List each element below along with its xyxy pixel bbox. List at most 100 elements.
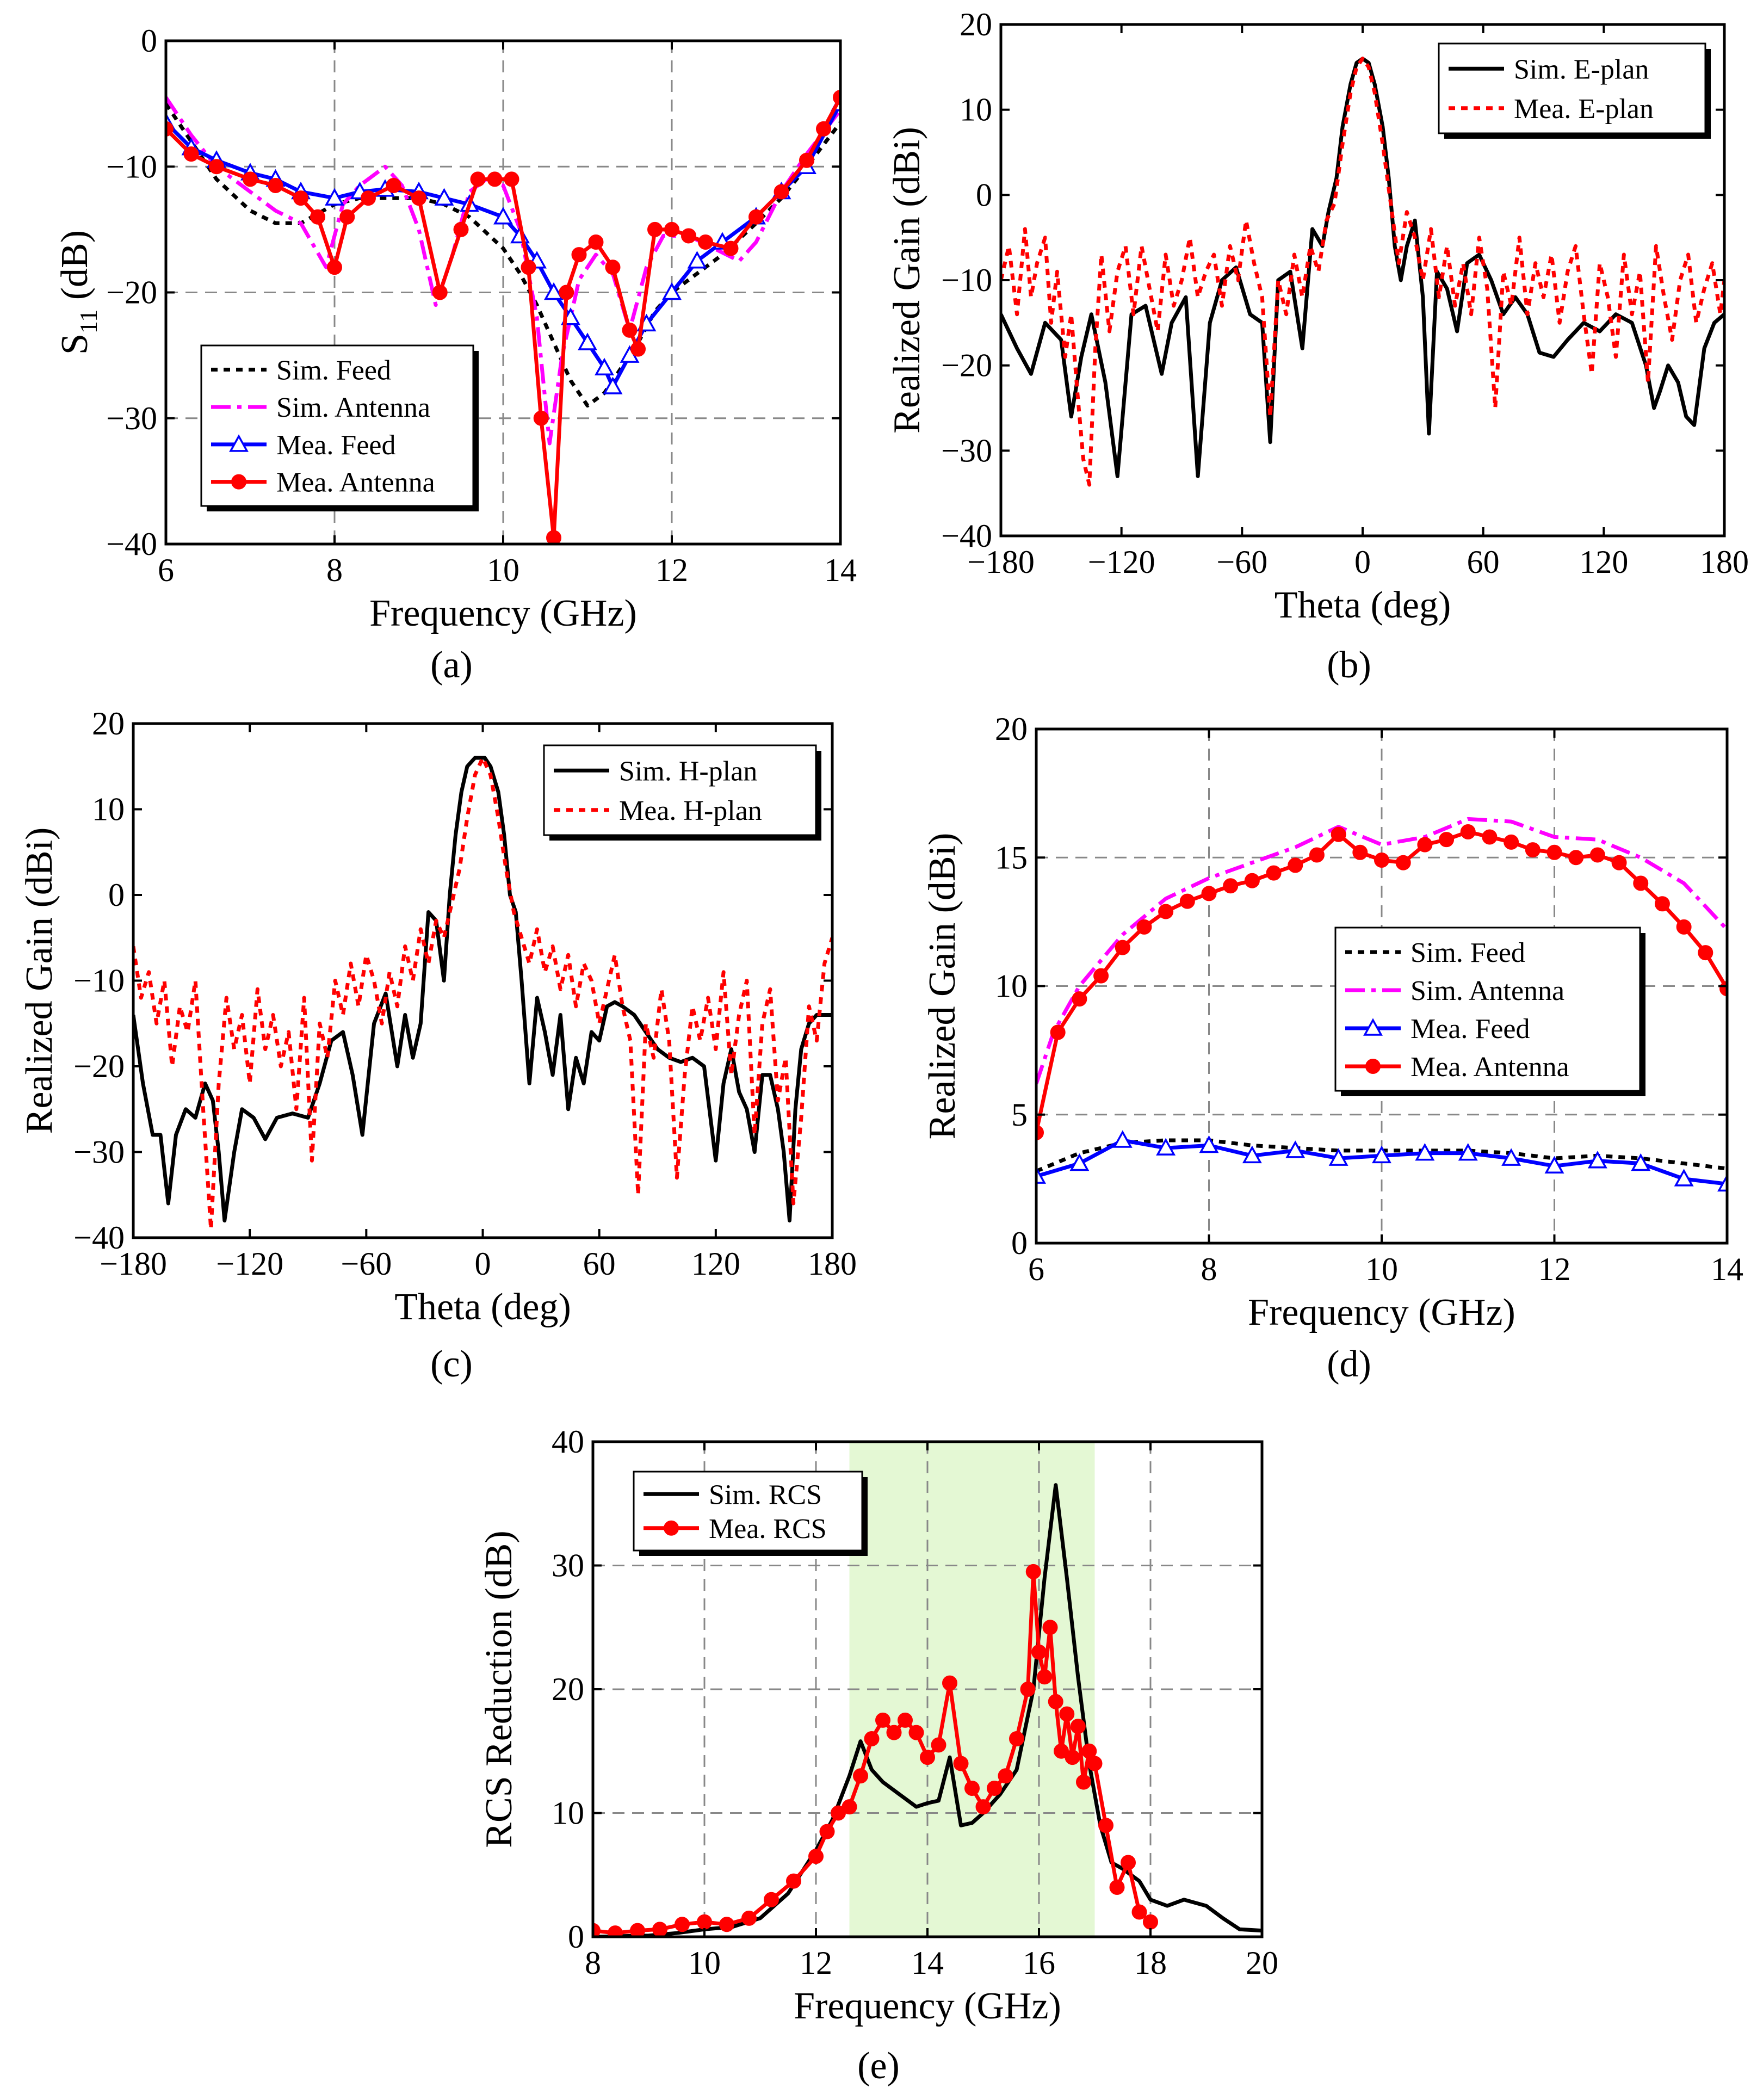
x-tick-label: 120 (691, 1246, 740, 1282)
y-tick-label: 10 (92, 792, 125, 827)
series-point-2 (1587, 1151, 1607, 1169)
series-point-2 (544, 282, 564, 300)
y-axis-label: Realized Gain (dBi) (921, 833, 963, 1140)
series-point-1 (920, 1750, 935, 1765)
x-tick-label: −120 (1088, 544, 1155, 580)
y-tick-label: −30 (73, 1134, 125, 1170)
x-tick-label: 14 (1711, 1251, 1743, 1287)
series-point-2 (1717, 1173, 1727, 1192)
series-point-3 (571, 247, 587, 263)
series-point-1 (864, 1731, 880, 1746)
series-point-3 (816, 121, 831, 137)
series-point-1 (1042, 1620, 1058, 1635)
x-tick-label: 12 (655, 552, 688, 588)
series-point-3 (470, 171, 486, 187)
series-point-1 (842, 1799, 857, 1815)
series-point-1 (1037, 1669, 1053, 1685)
legend-label-0: Sim. RCS (709, 1479, 822, 1510)
series-point-2 (662, 282, 682, 300)
x-tick-label: 8 (585, 1945, 601, 1981)
chart-panel-a: 6 8 10 12 14 −40 −30 −20 −10 0 Frequency (GHz) S11 … (54, 23, 857, 686)
series-point-3 (209, 159, 224, 175)
y-axis-label: S11 (dB) (54, 230, 102, 355)
series-point-3 (361, 190, 376, 206)
series-point-1 (1076, 1774, 1091, 1790)
y-tick-label: 40 (552, 1424, 584, 1460)
series-point-3 (1611, 855, 1627, 870)
series-point-3 (1633, 875, 1649, 891)
series-point-2 (1156, 1138, 1176, 1156)
series-point-3 (1546, 844, 1562, 860)
legend-label-3: Mea. Antenna (276, 467, 435, 498)
y-tick-label: 20 (552, 1671, 584, 1707)
x-tick-label: 8 (1201, 1251, 1217, 1287)
legend-label-0: Sim. Feed (276, 355, 391, 386)
y-tick-label: 10 (960, 92, 992, 128)
series-point-3 (546, 530, 561, 544)
series-point-3 (1589, 847, 1605, 863)
y-tick-label: 20 (960, 7, 992, 42)
x-tick-label: 18 (1134, 1945, 1167, 1981)
series-point-3 (1050, 1024, 1066, 1040)
series-point-3 (723, 240, 739, 256)
y-tick-label: 20 (995, 711, 1028, 747)
series-point-2 (603, 376, 623, 394)
chart-panel-b: −180 −120 −60 0 60 120 180 −40 −30 −20 −10 0 10 20 The… (886, 7, 1749, 686)
series-point-2 (1544, 1156, 1564, 1173)
legend-marker-3 (231, 474, 246, 490)
series-point-3 (386, 177, 401, 193)
series-point-1 (1109, 1880, 1125, 1895)
series-point-1 (1009, 1731, 1024, 1746)
y-tick-label: 30 (552, 1548, 584, 1584)
x-tick-label: 180 (808, 1246, 857, 1282)
chart-panel-c: −180 −120 −60 0 60 120 180 −40 −30 −20 −10 0 10 20 The… (18, 706, 857, 1385)
x-tick-label: 14 (824, 552, 857, 588)
legend-label-1: Sim. Antenna (1410, 975, 1564, 1006)
series-line-1 (133, 756, 832, 1231)
panel-caption: (a) (430, 644, 473, 686)
series-point-2 (1415, 1143, 1435, 1161)
x-tick-label: 0 (1354, 544, 1371, 580)
panel-caption: (e) (857, 2045, 900, 2087)
series-point-3 (521, 260, 536, 275)
series-point-3 (310, 209, 325, 225)
legend-label-1: Mea. E-plan (1514, 94, 1654, 125)
series-group (166, 90, 840, 544)
series-point-3 (588, 234, 604, 250)
series-point-3 (1115, 940, 1130, 955)
series-point-3 (268, 177, 283, 193)
x-tick-label: 6 (158, 552, 174, 588)
legend-label-3: Mea. Antenna (1410, 1052, 1569, 1083)
series-point-3 (166, 121, 174, 137)
series-point-3 (774, 184, 789, 200)
x-tick-label: 14 (911, 1945, 944, 1981)
series-point-3 (1374, 852, 1389, 868)
series-point-3 (1654, 896, 1670, 912)
series-point-1 (764, 1892, 779, 1907)
series-line-1 (1036, 817, 1727, 1085)
series-point-3 (799, 152, 814, 168)
series-point-1 (741, 1910, 757, 1926)
series-point-3 (183, 146, 199, 162)
x-tick-label: 180 (1700, 544, 1749, 580)
legend-label-2: Mea. Feed (1410, 1014, 1530, 1045)
series-point-3 (453, 221, 469, 237)
series-point-3 (833, 90, 840, 106)
x-tick-label: 0 (475, 1246, 491, 1282)
y-tick-label: −10 (106, 149, 157, 184)
y-tick-label: 5 (1011, 1097, 1028, 1133)
series-point-1 (675, 1917, 690, 1932)
series-point-2 (1242, 1145, 1262, 1164)
y-tick-label: 10 (995, 968, 1028, 1004)
legend-label-0: Sim. E-plan (1514, 54, 1649, 85)
x-tick-label: 20 (1246, 1945, 1278, 1981)
series-point-1 (608, 1925, 623, 1937)
series-point-2 (434, 188, 454, 206)
series-point-3 (1266, 865, 1282, 881)
series-line-1 (166, 96, 840, 446)
legend-box (633, 1471, 863, 1552)
series-point-1 (853, 1768, 868, 1784)
legend-label-1: Mea. RCS (709, 1514, 827, 1545)
y-axis-label-unit: (dB) (54, 230, 96, 310)
y-tick-label: 0 (568, 1919, 584, 1955)
